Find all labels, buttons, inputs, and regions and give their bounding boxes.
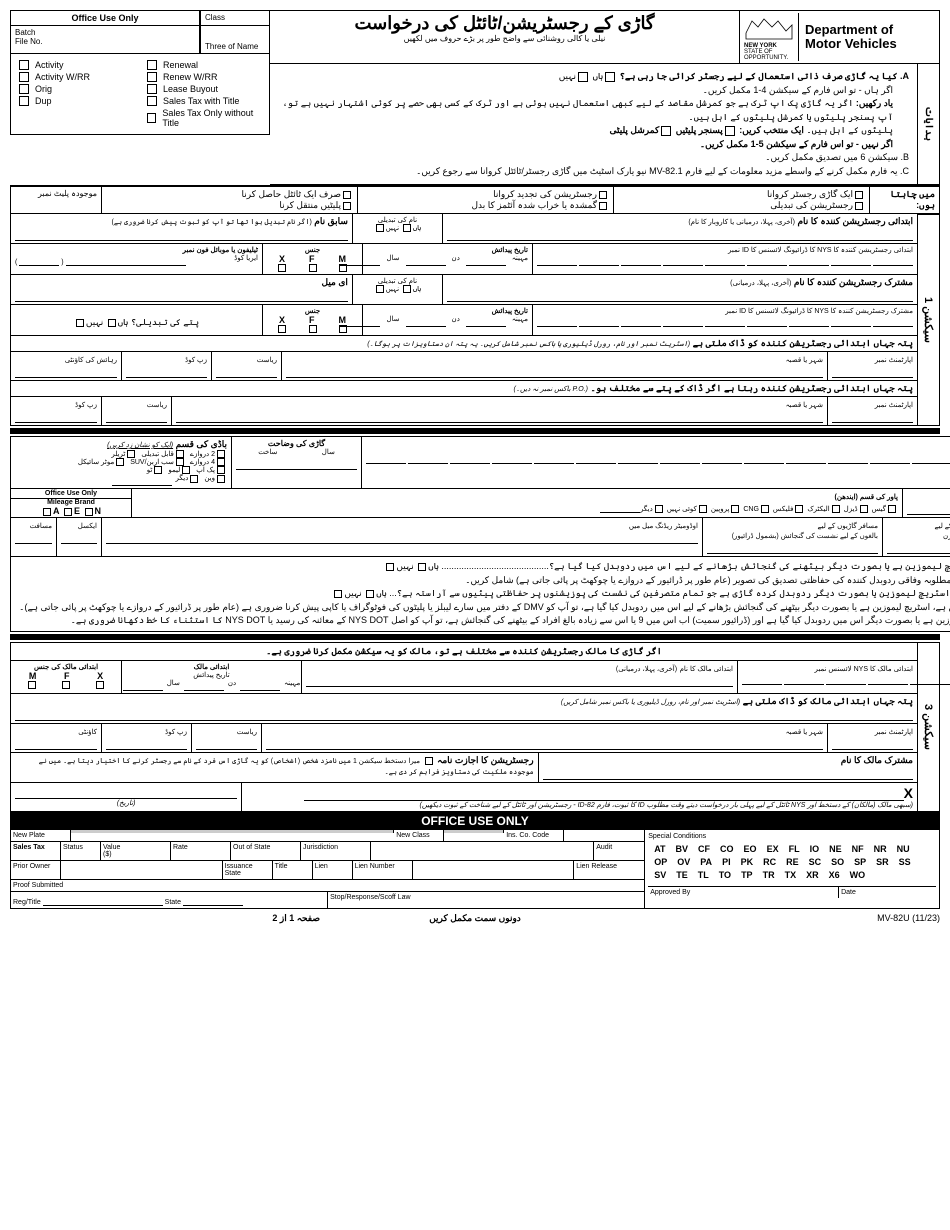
special-cond: Special Conditions <box>648 833 936 840</box>
instr-b: B. سیکشن 6 میں تصدیق مکمل کریں۔ <box>278 151 909 165</box>
form-number: MV-82U (11/23) <box>630 913 940 924</box>
cb-dup[interactable]: Dup <box>17 96 135 106</box>
co-name-input[interactable] <box>447 288 913 302</box>
three-of-name: Three of Name <box>200 26 270 54</box>
footer-heading: OFFICE USE ONLY <box>10 812 940 830</box>
id-label: ابتدائی رجسٹریشن کنندہ کا NYS کا ڈرائیون… <box>537 246 913 254</box>
cb-renew-wrr[interactable]: Renew W/RR <box>145 72 263 82</box>
limo-q1: کیا یہ گاڑی لیموزین، اسٹریچ لیموزین ہے ی… <box>441 561 950 571</box>
limo-ifyes: اگر ہاں، تو VTL §401 کے مطابق مطلوبہ وفا… <box>17 574 950 588</box>
ny-state-icon <box>744 13 794 41</box>
limo-q2: اگر ہاں، تو کیا یہ لیموزین، اسٹریچ لیموز… <box>389 588 950 598</box>
primary-name-input[interactable] <box>447 227 913 241</box>
former-name-input[interactable] <box>15 227 348 241</box>
cb-replace[interactable] <box>599 202 607 210</box>
dept-l2: Motor Vehicles <box>805 36 897 51</box>
cb-renewal[interactable]: Renewal <box>145 60 263 70</box>
instr-ifyes: اگر ہاں - تو اس فارم کے سیکشن 4-1 مکمل ک… <box>278 84 909 98</box>
cb-sto[interactable]: Sales Tax Only without Title <box>145 108 263 128</box>
cb-orig[interactable]: Orig <box>17 84 135 94</box>
cb-m2[interactable] <box>339 325 347 333</box>
cb-title-only[interactable] <box>343 191 351 199</box>
both-sides: دونوں سمت مکمل کریں <box>320 913 630 924</box>
cb-register[interactable] <box>855 191 863 199</box>
instr-a: A. کیا یہ گاڑی صرف ذاتی استعمال کے لیے ر… <box>620 71 909 81</box>
tab-instructions: ہدایات <box>923 106 934 141</box>
cb-f2[interactable] <box>309 325 317 333</box>
cb-f[interactable] <box>309 264 317 272</box>
sec3-note: اگر گاڑی کا مالک رجسٹریشن کنندہ سے مختلف… <box>11 643 917 661</box>
primary-name-lbl: ابتدائی رجسٹریشن کنندہ کا نام <box>797 216 913 226</box>
instr-ifno: اگر نہیں - تو اس فارم کے سیکشن 5-1 مکمل … <box>700 139 893 149</box>
page-number: صفحہ 1 از 2 <box>10 913 320 924</box>
form-subtitle: نیلی یا کالی روشنائی سے واضح طور پر بڑے … <box>274 34 735 43</box>
dept-l1: Department of <box>805 22 893 37</box>
form-title: گاڑی کے رجسٹریشن/ٹائٹل کی درخواست <box>274 13 735 34</box>
cb-stt[interactable]: Sales Tax with Title <box>145 96 263 106</box>
cb-renew[interactable] <box>599 191 607 199</box>
cb-lease[interactable]: Lease Buyout <box>145 84 263 94</box>
instr-note: اگر یہ گاڑی پک اپ ٹرک ہے جو کمرشل مقاصد … <box>282 98 893 122</box>
cb-transfer[interactable] <box>343 202 351 210</box>
class-label: Class <box>200 10 270 26</box>
email-input[interactable] <box>15 288 348 302</box>
instr-c: C. یہ فارم مکمل کرنے کے واسطے مزید معلوم… <box>278 165 909 179</box>
tab-section1: سیکشن 1 <box>922 297 935 343</box>
limo-important: اگر آپ کی گاڑی لیموزین ہے، اسٹریچ لیموزی… <box>19 602 950 626</box>
cb-x[interactable] <box>278 264 286 272</box>
cb-activity-wrr[interactable]: Activity W/RR <box>17 72 135 82</box>
tab-section3: سیکشن 3 <box>922 704 935 750</box>
cb-change[interactable] <box>855 202 863 210</box>
fileno-label: File No. <box>15 37 43 46</box>
cb-x2[interactable] <box>278 325 286 333</box>
batch-label: Batch <box>15 28 35 37</box>
cb-activity[interactable]: Activity <box>17 60 135 70</box>
current-plate: موجودہ پلیٹ نمبر <box>11 187 101 213</box>
codes-grid: ATBVCFCOEOEXFLIONENFNRNUOPOVPAPIPKRCRESC… <box>648 840 936 884</box>
page: Office Use Only Class Batch File No. Thr… <box>0 0 950 934</box>
want-label: میں چاہتا ہوں: <box>869 187 939 213</box>
cb-m[interactable] <box>339 264 347 272</box>
office-use-heading: Office Use Only <box>10 10 200 26</box>
